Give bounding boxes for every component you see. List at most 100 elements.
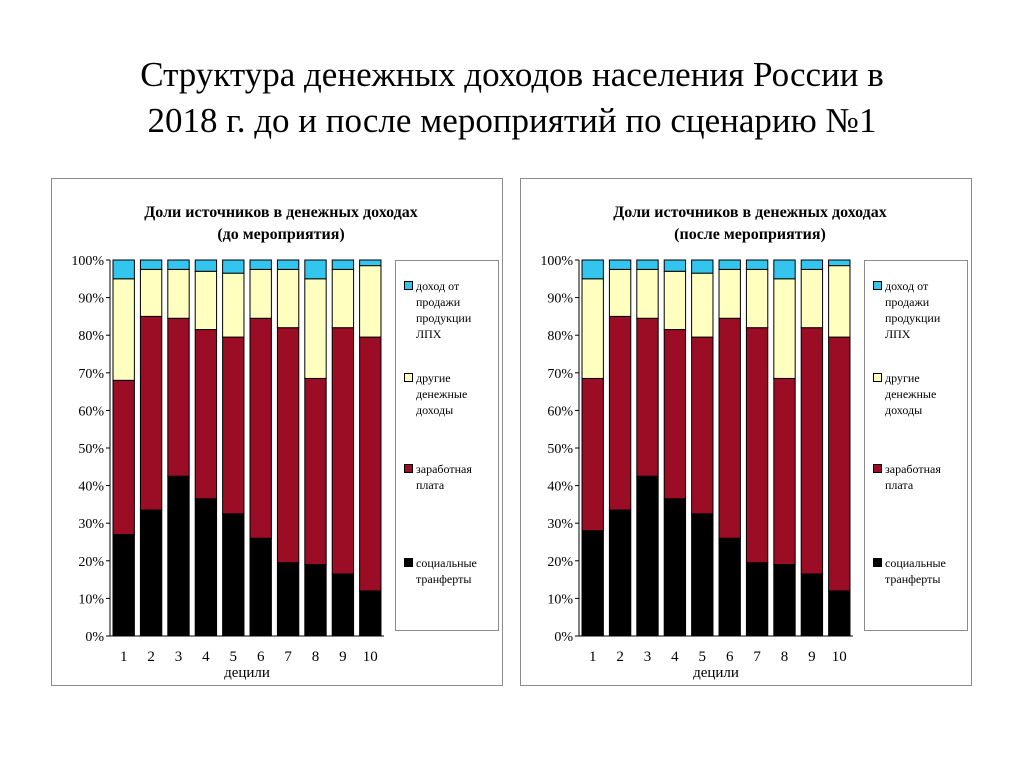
- chart-after-x-tick-label: 6: [726, 649, 734, 665]
- chart-before-legend-item-other: другие денежные доходы: [404, 370, 496, 418]
- chart-before-bar-wage-2: [139, 315, 163, 511]
- chart-before-x-tick-label: 3: [175, 649, 183, 665]
- chart-after-legend-item-other: другие денежные доходы: [873, 370, 965, 418]
- chart-before-bar-other-6: [249, 268, 272, 319]
- chart-after-bar-lph-7: [745, 259, 769, 270]
- chart-after-bar-other-2: [608, 268, 632, 317]
- chart-before-legend-item-wage: заработная плата: [404, 461, 496, 493]
- chart-before-x-tick-label: 10: [363, 649, 378, 665]
- chart-after-y-tick-label: 70%: [547, 367, 573, 382]
- chart-after-legend-swatch-wage: [873, 464, 882, 473]
- chart-before: Доли источников в денежных доходах (до ме…: [51, 178, 503, 686]
- chart-after-x-tick-label: 4: [671, 649, 679, 665]
- chart-after-x-tick-label: 1: [589, 649, 597, 665]
- chart-before-bar-lph-10: [359, 259, 382, 267]
- chart-after-bar-other-10: [828, 265, 851, 338]
- slide-title-line-1: Структура денежных доходов населения Рос…: [140, 55, 884, 94]
- chart-before-bar-lph-7: [276, 259, 300, 270]
- chart-after-x-tick-label: 8: [781, 649, 789, 665]
- chart-before-bar-other-9: [331, 268, 355, 329]
- chart-after-legend-item-social: социальные транферты: [873, 555, 965, 587]
- chart-after-bar-other-7: [745, 268, 769, 329]
- chart-before-x-tick-label: 9: [339, 649, 347, 665]
- chart-before-bar-wage-3: [167, 317, 190, 477]
- chart-after-bar-lph-2: [608, 259, 632, 270]
- chart-after-bar-wage-2: [608, 315, 632, 511]
- chart-after-bar-lph-1: [581, 259, 604, 280]
- chart-after-bar-other-8: [773, 278, 796, 379]
- chart-after-x-tick-label: 9: [808, 649, 816, 665]
- chart-before-legend-item-social: социальные транферты: [404, 555, 496, 587]
- chart-before-title-line-2: (до мероприятия): [217, 226, 344, 243]
- chart-before-y-tick-label: 60%: [78, 404, 104, 419]
- chart-before-y-tick-label: 10%: [78, 592, 104, 607]
- chart-after-y-tick-label: 0%: [554, 630, 573, 645]
- chart-before-bar-other-7: [276, 268, 300, 329]
- chart-before-bar-wage-8: [304, 377, 327, 566]
- chart-before-bar-wage-10: [359, 336, 382, 592]
- chart-before-legend-swatch-social: [404, 558, 413, 567]
- chart-after-bar-lph-6: [718, 259, 741, 270]
- chart-before-legend: доход от продажи продукции ЛПХ другие ден…: [395, 260, 499, 631]
- chart-after-legend-label-lph: доход от продажи продукции ЛПХ: [885, 279, 941, 341]
- chart-after-bar-lph-9: [800, 259, 824, 270]
- chart-after-bar-social-7: [745, 562, 769, 637]
- chart-before-y-tick-label: 40%: [78, 480, 104, 495]
- chart-before-bar-social-10: [359, 590, 382, 637]
- chart-after-title-line-2: (после мероприятия): [674, 226, 826, 243]
- chart-after-y-tick-label: 80%: [547, 329, 573, 344]
- chart-before-bar-lph-2: [139, 259, 163, 270]
- chart-after-x-tick-label: 10: [832, 649, 847, 665]
- chart-after-x-tick-label: 5: [699, 649, 707, 665]
- chart-after-bar-other-4: [663, 270, 687, 331]
- chart-after-bar-other-3: [636, 268, 659, 319]
- chart-after-x-tick-label: 7: [753, 649, 761, 665]
- chart-before-bar-lph-6: [249, 259, 272, 270]
- chart-after-y-tick-label: 90%: [547, 292, 573, 307]
- chart-after-y-tick-label: 10%: [547, 592, 573, 607]
- chart-after-bar-wage-5: [691, 336, 714, 515]
- chart-before-bar-other-3: [167, 268, 190, 319]
- chart-before-legend-swatch-wage: [404, 464, 413, 473]
- chart-before-bar-lph-1: [112, 259, 135, 280]
- chart-after-bar-social-6: [718, 537, 741, 637]
- chart-before-bar-wage-6: [249, 317, 272, 539]
- chart-after-legend: доход от продажи продукции ЛПХ другие ден…: [864, 260, 968, 631]
- chart-before-bar-wage-5: [222, 336, 245, 515]
- slide-title-line-2: 2018 г. до и после мероприятий по сценар…: [147, 101, 877, 140]
- chart-after-legend-swatch-lph: [873, 281, 882, 290]
- chart-after: Доли источников в денежных доходах (после…: [520, 178, 972, 686]
- chart-before-y-tick-label: 70%: [78, 367, 104, 382]
- chart-after-y-tick-label: 30%: [547, 517, 573, 532]
- chart-after-bar-social-10: [828, 590, 851, 637]
- chart-before-bar-lph-5: [222, 259, 245, 274]
- chart-before-bar-social-6: [249, 537, 272, 637]
- chart-before-y-tick-label: 50%: [78, 442, 104, 457]
- chart-after-x-tick-label: 2: [616, 649, 624, 665]
- chart-after-bar-other-5: [691, 272, 714, 338]
- chart-after-y-tick-label: 50%: [547, 442, 573, 457]
- chart-before-bar-wage-7: [276, 327, 300, 564]
- chart-before-x-axis-title: децили: [224, 665, 270, 681]
- chart-before-y-tick-label: 90%: [78, 292, 104, 307]
- chart-after-bar-wage-3: [636, 317, 659, 477]
- chart-before-y-tick-label: 20%: [78, 555, 104, 570]
- chart-before-bar-lph-9: [331, 259, 355, 270]
- chart-before-y-tick-label: 0%: [85, 630, 104, 645]
- chart-after-bar-social-2: [608, 509, 632, 637]
- chart-before-x-tick-label: 5: [230, 649, 238, 665]
- chart-after-bar-lph-8: [773, 259, 796, 280]
- chart-after-legend-label-wage: заработная плата: [885, 462, 941, 492]
- chart-before-legend-label-lph: доход от продажи продукции ЛПХ: [416, 279, 472, 341]
- chart-after-legend-swatch-social: [873, 558, 882, 567]
- chart-after-bar-wage-9: [800, 327, 824, 575]
- chart-before-bar-lph-8: [304, 259, 327, 280]
- chart-after-legend-label-social: социальные транферты: [885, 556, 946, 586]
- chart-before-legend-item-lph: доход от продажи продукции ЛПХ: [404, 278, 496, 342]
- chart-before-x-tick-label: 4: [202, 649, 210, 665]
- chart-before-bar-other-4: [194, 270, 218, 331]
- chart-before-bar-other-2: [139, 268, 163, 317]
- chart-before-plot: Доли источников в денежных доходах (до ме…: [71, 204, 417, 681]
- chart-before-x-tick-label: 7: [284, 649, 292, 665]
- chart-after-legend-label-other: другие денежные доходы: [885, 371, 937, 417]
